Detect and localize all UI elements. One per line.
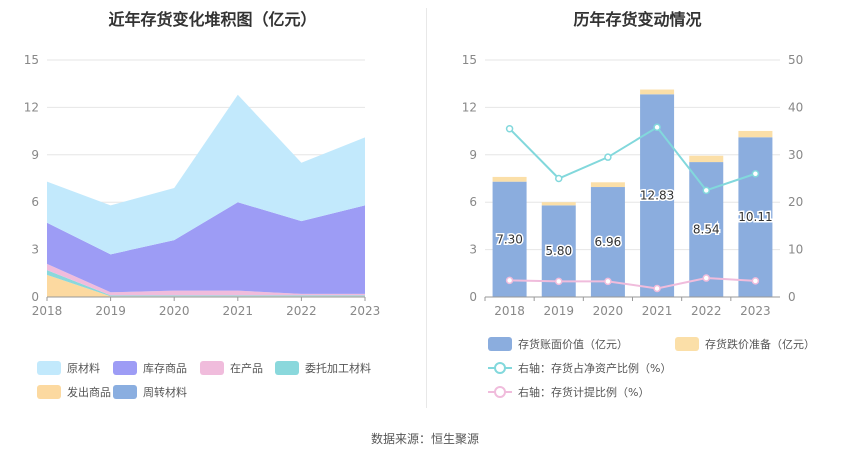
legend-swatch	[488, 362, 512, 374]
bar-data-label: 7.30	[496, 232, 523, 246]
y-tick-label: 3	[469, 243, 477, 257]
bar-data-label: 8.54	[693, 223, 720, 237]
legend-swatch	[675, 337, 699, 351]
x-tick-label: 2019	[543, 304, 574, 318]
y-tick-label: 15	[462, 53, 477, 67]
y-tick-label: 12	[24, 100, 39, 114]
x-tick-label: 2022	[286, 304, 317, 318]
bar-impairment	[492, 176, 527, 182]
y2-tick-label: 30	[788, 148, 803, 162]
legend-item[interactable]: 在产品	[200, 360, 263, 376]
legend-label: 存货跌价准备（亿元）	[705, 338, 815, 351]
x-tick-label: 2022	[691, 304, 722, 318]
bar-impairment	[640, 89, 675, 95]
bar-line-combo-chart: 0 3 6 9 12 15 0 10 20 30 40 50 7.30 5.80 6.96 12.83 8.54…	[462, 53, 804, 318]
y-tick-label: 6	[469, 195, 477, 209]
legend-item[interactable]: 右轴：存货占净资产比例（%）	[488, 360, 671, 376]
y-tick-label: 3	[31, 243, 39, 257]
y2-tick-label: 20	[788, 195, 803, 209]
line-point	[505, 124, 514, 133]
line-point	[604, 277, 612, 286]
legend-swatch	[488, 337, 512, 351]
legend-label: 存货账面价值（亿元）	[518, 338, 628, 351]
line-右轴：存货计提比例（%）	[509, 277, 756, 290]
line-point	[751, 170, 760, 178]
y-tick-label: 15	[24, 53, 39, 67]
line-point	[702, 274, 710, 282]
legend-item[interactable]: 存货跌价准备（亿元）	[675, 336, 815, 352]
x-tick-label: 2019	[95, 304, 126, 318]
legend-item[interactable]: 库存商品	[113, 360, 187, 376]
line-point	[702, 186, 710, 195]
x-tick-label: 2018	[494, 304, 525, 318]
x-tick-label: 2020	[159, 304, 190, 318]
bar-impairment	[590, 182, 625, 188]
y-tick-label: 0	[469, 290, 477, 304]
area-发出商品	[47, 274, 365, 297]
x-tick-label: 2020	[593, 304, 624, 318]
legend-label: 发出商品	[67, 386, 111, 399]
line-point	[751, 277, 760, 285]
bar-impairment	[738, 130, 773, 138]
inventory-stacked-area-panel: 近年存货变化堆积图（亿元） 0 3 6 9 12 15 2018 2019 2020 2021 20…	[0, 0, 425, 420]
inventory-change-panel: 历年存货变动情况 0 3 6 9 12 15 0 10 20 30 40 50 7.30 5.80 6.96…	[425, 0, 850, 420]
x-tick-label: 2018	[32, 304, 63, 318]
x-tick-label: 2023	[740, 304, 771, 318]
y2-tick-label: 0	[788, 290, 796, 304]
line-point	[505, 276, 514, 285]
legend-label: 原材料	[67, 362, 100, 375]
legend-item[interactable]: 发出商品	[37, 384, 111, 400]
legend-label: 右轴：存货占净资产比例（%）	[518, 362, 672, 375]
x-tick-label: 2021	[223, 304, 254, 318]
y-tick-label: 6	[31, 195, 39, 209]
legend-swatch	[275, 361, 299, 375]
area-原材料	[47, 94, 365, 255]
legend-item[interactable]: 存货账面价值（亿元）	[488, 336, 628, 352]
legend-label: 周转材料	[143, 386, 187, 399]
data-source-footer: 数据来源：恒生聚源	[370, 432, 479, 446]
legend-item[interactable]: 原材料	[37, 360, 100, 376]
y-tick-label: 9	[31, 148, 39, 162]
line-point	[653, 284, 661, 293]
right-chart-title: 历年存货变动情况	[573, 10, 702, 29]
bar-data-label: 5.80	[545, 244, 572, 258]
y2-tick-label: 50	[788, 53, 803, 67]
bar-data-label: 6.96	[595, 235, 622, 249]
bar-impairment	[541, 202, 576, 206]
x-tick-label: 2023	[350, 304, 381, 318]
legend-label: 在产品	[230, 362, 263, 375]
bar-data-label: 10.11	[738, 210, 772, 224]
legend-label: 库存商品	[143, 362, 187, 375]
area-库存商品	[47, 202, 365, 294]
legend-swatch	[37, 385, 61, 399]
legend-item[interactable]: 右轴：存货计提比例（%）	[488, 384, 649, 400]
legend-swatch	[113, 361, 137, 375]
y-tick-label: 12	[462, 100, 477, 114]
y2-tick-label: 40	[788, 100, 803, 114]
legend-swatch	[113, 385, 137, 399]
y-tick-label: 0	[31, 290, 39, 304]
legend-item[interactable]: 委托加工材料	[275, 360, 371, 376]
panel-divider	[426, 8, 427, 408]
line-point	[555, 174, 563, 183]
legend-swatch	[200, 361, 224, 375]
line-point	[653, 123, 661, 132]
legend-label: 委托加工材料	[305, 362, 371, 375]
legend-label: 右轴：存货计提比例（%）	[518, 386, 650, 399]
bar-data-label: 12.83	[640, 189, 674, 203]
legend-item[interactable]: 周转材料	[113, 384, 187, 400]
bar-book-value	[738, 137, 773, 297]
line-右轴：存货占净资产比例（%）	[508, 125, 756, 192]
x-tick-label: 2021	[642, 304, 673, 318]
line-point	[555, 277, 563, 286]
stacked-area-chart: 0 3 6 9 12 15 2018 2019 2020 2021 2022 2023	[24, 53, 381, 318]
y-tick-label: 9	[469, 148, 477, 162]
left-chart-title: 近年存货变化堆积图（亿元）	[108, 10, 317, 29]
bar-impairment	[689, 155, 724, 163]
y2-tick-label: 10	[788, 243, 803, 257]
legend-swatch	[37, 361, 61, 375]
legend-swatch	[488, 386, 512, 398]
line-point	[604, 153, 612, 161]
